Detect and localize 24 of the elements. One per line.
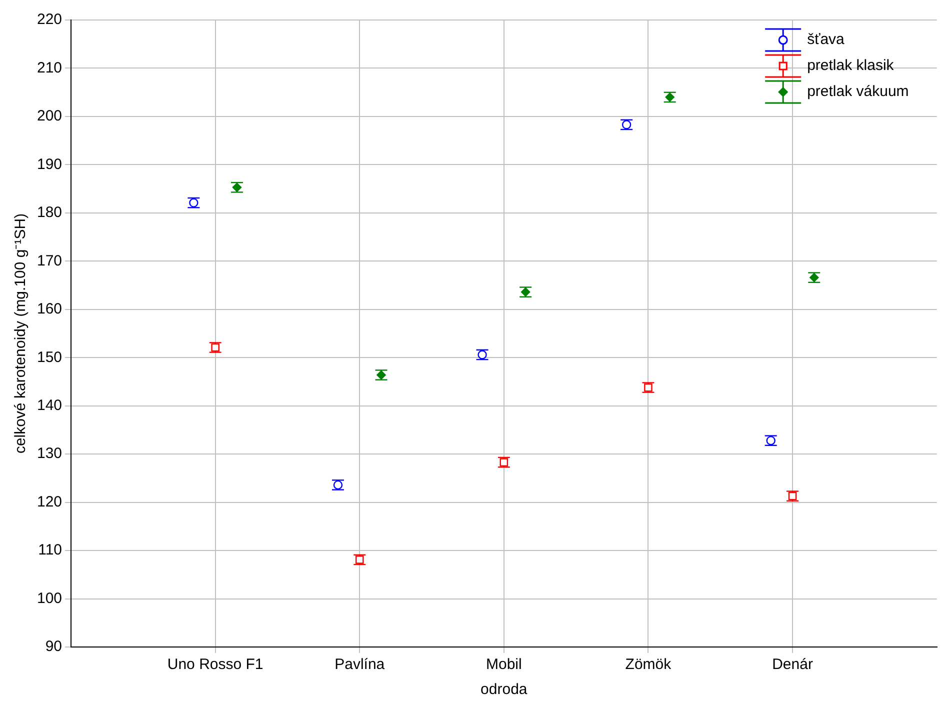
y-tick-label: 100 [36,590,62,607]
y-axis-title: celkové karotenoidy (mg.100 g⁻¹SH) [12,213,30,454]
x-tick-label: Pavlína [334,656,386,674]
y-tick-label: 170 [36,252,62,270]
legend-label: šťava [807,31,846,48]
x-tick-label: Zömök [625,656,672,674]
y-tick-label: 150 [36,348,62,366]
y-tick-label: 140 [36,396,62,414]
legend-label: pretlak klasik [807,57,894,74]
x-axis-title: odroda [480,681,528,698]
legend-label: pretlak vákuum [807,83,909,100]
x-tick-label: Denár [772,656,813,674]
y-tick-label: 120 [36,493,62,510]
y-tick-label: 220 [36,11,62,28]
y-tick-label: 130 [36,445,62,462]
y-tick-label: 210 [36,59,62,76]
x-tick-label: Mobil [486,656,522,674]
y-tick-label: 90 [45,638,62,656]
y-tick-label: 160 [36,300,62,318]
y-tick-label: 180 [36,204,62,222]
x-tick-label: Uno Rosso F1 [167,656,264,674]
y-tick-label: 110 [38,542,62,559]
y-tick-label: 200 [36,108,62,125]
y-tick-label: 190 [36,156,62,173]
